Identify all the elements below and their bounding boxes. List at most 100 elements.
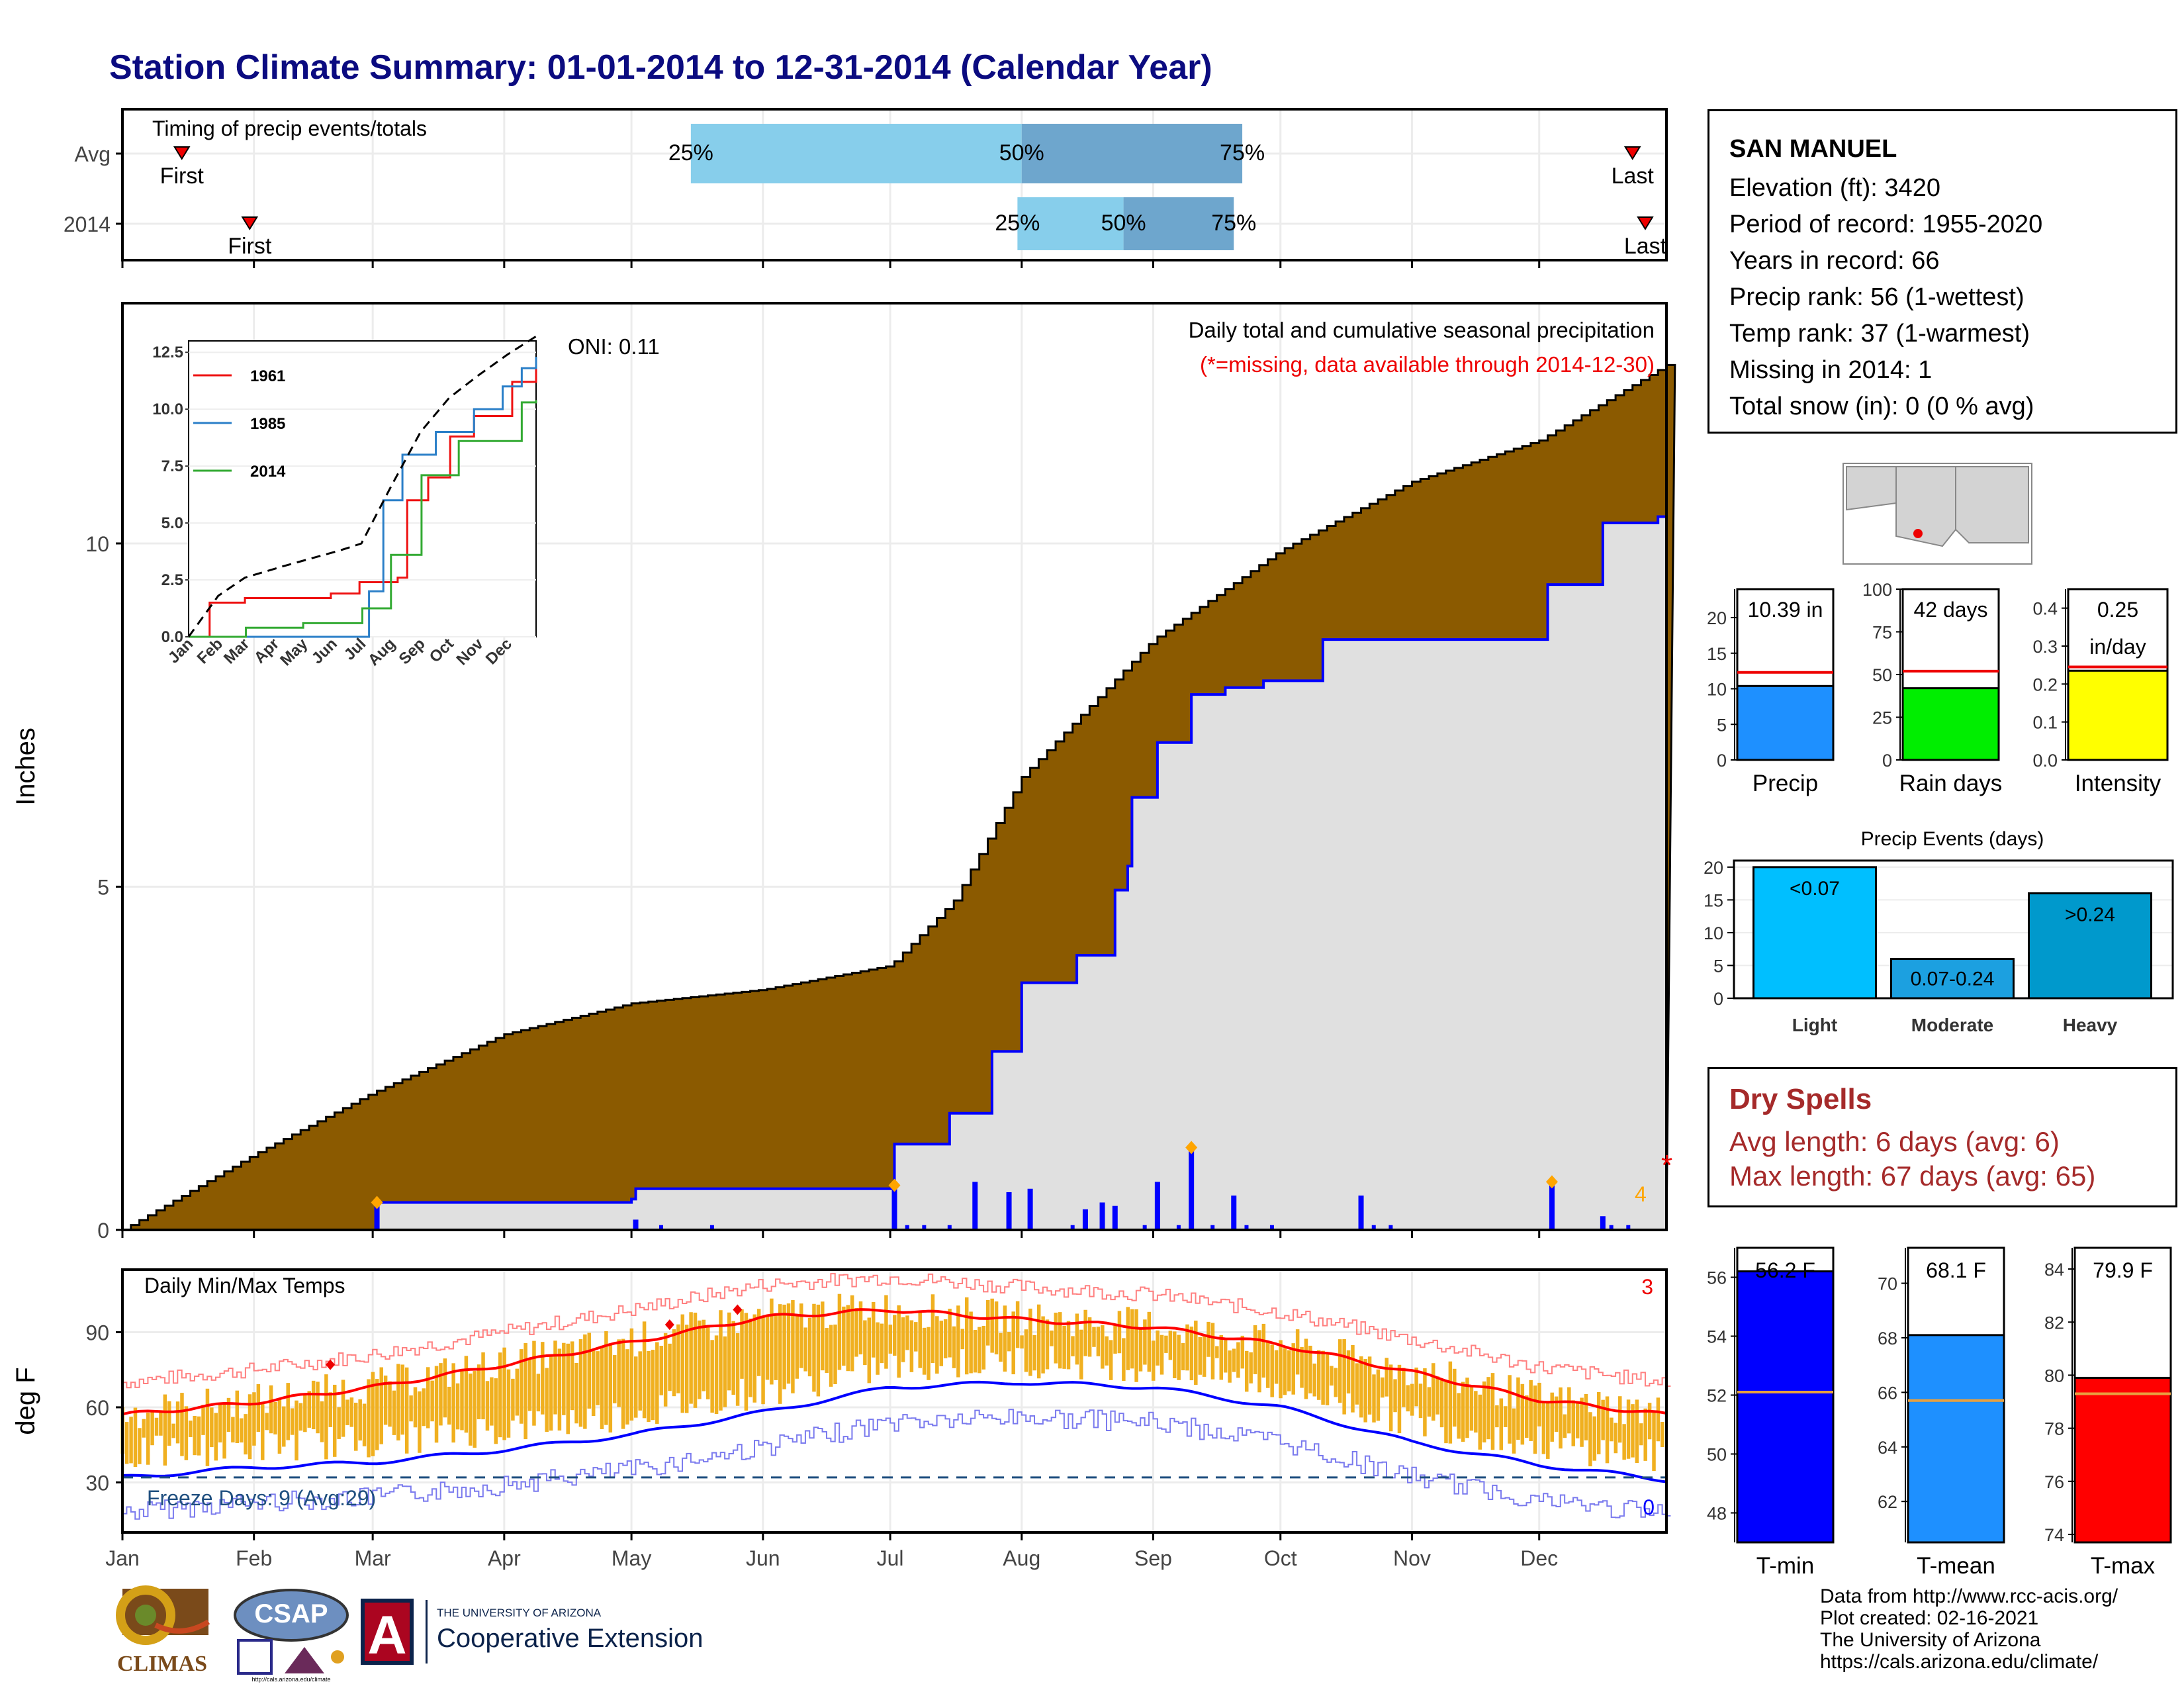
daily-temp-bar (1537, 1382, 1541, 1427)
summary-bar-intensity (2067, 669, 2169, 761)
daily-precip-trace-bar (1371, 1225, 1376, 1230)
station-name: SAN MANUEL (1729, 135, 1897, 163)
daily-temp-bar (1168, 1331, 1173, 1360)
daily-temp-bar (791, 1300, 795, 1393)
daily-precip-trace-bar (947, 1225, 952, 1230)
daily-temp-bar (311, 1380, 316, 1430)
daily-temp-bar (1647, 1403, 1652, 1440)
precip-event-bar-heavy (2028, 892, 2152, 1000)
climas-mark-icon (116, 1585, 210, 1645)
inset-y-tick-label: 5.0 (161, 514, 183, 532)
daily-temp-bar (248, 1394, 252, 1460)
daily-temp-bar (1461, 1382, 1465, 1442)
daily-temp-bar (927, 1327, 931, 1380)
summary-y-tick-label: 0.4 (2032, 599, 2058, 619)
precip-y-tick-label: 0 (97, 1219, 109, 1243)
daily-temp-bar (922, 1327, 927, 1375)
daily-temp-bar (749, 1318, 752, 1397)
daily-temp-bar (1338, 1339, 1342, 1403)
daily-temp-bar (422, 1388, 426, 1427)
daily-temp-bar (812, 1303, 816, 1392)
daily-temp-bar (1287, 1350, 1291, 1391)
oni-value: ONI: 0.11 (568, 334, 660, 359)
daily-precip-trace-bar (922, 1225, 927, 1230)
timing-panel-border (121, 108, 1668, 261)
daily-temp-bar (956, 1305, 960, 1378)
ua-extension-logo[interactable]: A THE UNIVERSITY OF ARIZONA Cooperative … (361, 1599, 745, 1671)
precip-panel-border (121, 302, 1668, 1231)
timing-last-label: Last (1612, 164, 1655, 189)
daily-temp-bar (981, 1325, 986, 1370)
month-tick-label: Dec (1520, 1546, 1558, 1570)
daily-temp-bar (1274, 1350, 1279, 1384)
daily-temp-bar (1499, 1398, 1504, 1450)
daily-temp-bar (404, 1367, 409, 1454)
daily-temp-bar (574, 1363, 578, 1424)
daily-temp-bar (770, 1298, 774, 1385)
daily-temp-bar (1482, 1381, 1486, 1443)
daily-temp-bar (541, 1342, 545, 1415)
summary-value-label: 42 days (1913, 598, 1987, 622)
summary-bar-precip (1736, 684, 1835, 761)
daily-temp-bar (566, 1343, 570, 1434)
timing-bar-25-50 (690, 124, 1022, 183)
daily-temp-bar (1626, 1399, 1631, 1459)
daily-temp-bar (1529, 1380, 1533, 1441)
daily-temp-bar (1160, 1335, 1164, 1375)
daily-temp-bar (562, 1342, 566, 1415)
daily-temp-bar (1418, 1383, 1423, 1419)
daily-temp-bar (1028, 1308, 1032, 1376)
climas-logo[interactable]: CLIMAS (109, 1585, 215, 1685)
daily-temp-bar (876, 1322, 880, 1375)
hot-days-count: 3 (1641, 1275, 1653, 1299)
daily-temp-bar (189, 1420, 193, 1437)
temp-bar-y-tick-label: 66 (1878, 1383, 1897, 1403)
daily-temp-bar (600, 1345, 604, 1429)
daily-temp-bar (591, 1350, 596, 1417)
daily-temp-bar (578, 1339, 583, 1427)
daily-temp-bar (710, 1340, 714, 1413)
daily-temp-bar (239, 1418, 244, 1443)
daily-temp-bar (1580, 1397, 1584, 1447)
daily-temp-bar (893, 1315, 897, 1356)
daily-temp-bar (413, 1387, 418, 1428)
daily-temp-bar (1342, 1338, 1346, 1415)
daily-temp-bar (1325, 1353, 1330, 1405)
daily-temp-bar (943, 1319, 948, 1358)
daily-temp-bar (1105, 1336, 1109, 1366)
daily-temp-bar (226, 1397, 231, 1432)
credit-line: Data from http://www.rcc-acis.org/ (1820, 1585, 2118, 1607)
precip-event-bar-label: <0.07 (1790, 878, 1840, 900)
inset-series-line-2014 (189, 400, 537, 638)
daily-precip-bar (972, 1182, 978, 1230)
daily-temp-bar (1134, 1309, 1138, 1382)
daily-temp-bar (447, 1386, 451, 1425)
summary-y-tick-label: 0.1 (2032, 713, 2058, 733)
precip-missing-note: (*=missing, data available through 2014-… (1200, 352, 1655, 377)
daily-temp-bar (1474, 1391, 1478, 1433)
daily-temp-bar (383, 1376, 388, 1425)
daily-temp-bar (676, 1324, 680, 1393)
daily-precip-bar (1231, 1196, 1237, 1230)
daily-temp-bar (1533, 1385, 1537, 1454)
csap-logo[interactable]: CSAP http://cals.arizona.edu/climate (232, 1587, 351, 1687)
map-state-shape (1846, 466, 1897, 511)
inset-y-tick-label: 2.5 (161, 571, 183, 589)
summary-bar-name: Intensity (2075, 771, 2161, 796)
daily-precip-trace-bar (709, 1225, 714, 1230)
timing-p50-label: 50% (999, 140, 1044, 165)
daily-temp-bar (332, 1384, 337, 1457)
month-tick-label: Jun (746, 1546, 780, 1570)
daily-temp-bar (1601, 1399, 1605, 1440)
daily-temp-bar (328, 1392, 333, 1427)
summary-bar-name: Precip (1752, 771, 1818, 796)
daily-temp-bar (1266, 1342, 1270, 1388)
temp-bar-y-tick-label: 50 (1707, 1445, 1727, 1465)
daily-temp-bar (124, 1422, 129, 1464)
daily-temp-bar (214, 1413, 218, 1461)
summary-y-tick-label: 20 (1707, 608, 1727, 628)
temp-y-tick-label: 30 (85, 1471, 109, 1495)
daily-temp-bar (846, 1305, 850, 1372)
daily-temp-bar (1096, 1327, 1101, 1356)
temp-bar-value-label: 56.2 F (1755, 1258, 1815, 1282)
